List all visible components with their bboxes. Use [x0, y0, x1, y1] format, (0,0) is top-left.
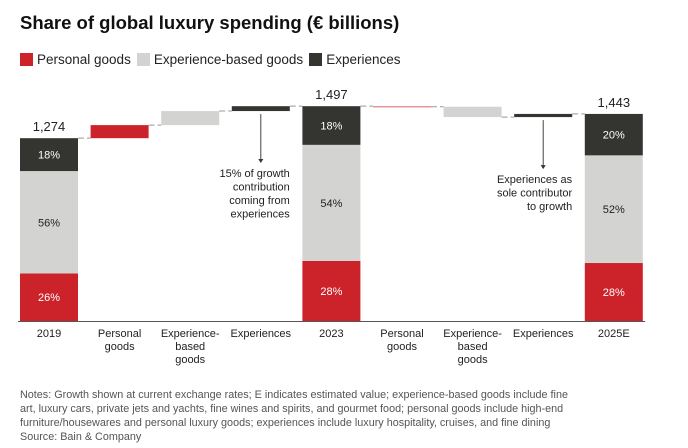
segment-label: 28% [603, 287, 625, 299]
segment-label: 54% [320, 198, 342, 210]
x-tick-label: goods [387, 341, 417, 353]
legend-item-experiences: Experiences [309, 52, 400, 67]
legend-swatch-personal-goods [20, 53, 33, 66]
x-tick-label: 2023 [319, 328, 343, 340]
x-tick-label: Experiences [513, 328, 574, 340]
bar-segment-personal-goods [584, 263, 643, 321]
bar-segment-experiences [584, 113, 643, 156]
delta-bar-experience-based-goods [443, 106, 502, 118]
delta-bar-experiences [231, 106, 290, 112]
delta-bar-experiences [514, 113, 573, 118]
delta-bar-personal-goods [373, 106, 431, 108]
legend-item-experience-based-goods: Experience-based goods [136, 52, 304, 67]
x-tick-label: Personal [380, 328, 423, 340]
total-label: 1,443 [598, 95, 631, 110]
annotation-text: sole contributor [497, 188, 573, 200]
segment-label: 52% [603, 204, 625, 216]
x-tick-label: 2025E [598, 328, 630, 340]
legend-label: Personal goods [37, 52, 131, 67]
total-label: 1,274 [33, 119, 66, 134]
annotation-arrow-head [540, 165, 546, 170]
delta-bar-personal-goods [90, 125, 149, 139]
chart-title: Share of global luxury spending (€ billi… [20, 12, 400, 33]
notes-line: furniture/housewares and personal luxury… [20, 417, 551, 429]
annotation-text: experiences [230, 209, 290, 221]
bar-segment-experiences [302, 106, 361, 145]
legend-label: Experiences [326, 52, 401, 67]
legend-label: Experience-based goods [153, 52, 304, 67]
x-tick-label: Experiences [231, 328, 292, 340]
legend: Personal goods Experience-based goods Ex… [20, 52, 406, 67]
annotation-arrow-head [258, 159, 264, 164]
bar-segment-experience-based-goods [20, 171, 78, 274]
x-tick-label: Personal [98, 328, 141, 340]
notes-line: Notes: Growth shown at current exchange … [20, 389, 568, 401]
segment-label: 28% [320, 286, 342, 298]
x-tick-label: goods [175, 354, 205, 366]
chart-notes: Notes: Growth shown at current exchange … [20, 388, 680, 444]
x-tick-label: Experience- [161, 328, 220, 340]
segment-label: 26% [38, 292, 60, 304]
x-tick-label: based [175, 341, 205, 353]
segment-label: 56% [38, 217, 60, 229]
x-tick-label: 2019 [37, 328, 61, 340]
legend-swatch-experiences [309, 53, 323, 66]
bar-segment-personal-goods [302, 260, 361, 321]
legend-swatch-experience-based-goods [136, 53, 150, 66]
segment-label: 18% [320, 121, 342, 133]
bar-segment-personal-goods [20, 273, 78, 321]
notes-line: art, luxury cars, private jets and yacht… [20, 403, 564, 415]
delta-bar-experience-based-goods [161, 111, 220, 126]
x-tick-label: based [458, 341, 488, 353]
annotation-text: 15% of growth [219, 168, 289, 180]
annotation-text: to growth [527, 201, 572, 213]
bar-segment-experience-based-goods [584, 155, 643, 264]
segment-label: 18% [38, 150, 60, 162]
annotation-text: contribution [233, 182, 290, 194]
annotation-text: coming from [229, 195, 290, 207]
segment-label: 20% [603, 130, 625, 142]
total-label: 1,497 [315, 87, 348, 102]
source-line: Source: Bain & Company [20, 431, 142, 443]
x-tick-label: goods [105, 341, 135, 353]
legend-item-personal-goods: Personal goods [20, 52, 131, 67]
bar-segment-experience-based-goods [302, 144, 361, 261]
x-tick-label: goods [458, 354, 488, 366]
x-tick-label: Experience- [443, 328, 502, 340]
waterfall-chart: 26% 56% 18% 1,274 28% 54% 18% 1,497 28% 52% 20% 1,4… [18, 87, 645, 366]
bar-segment-experiences [20, 138, 78, 172]
annotation-text: Experiences as [497, 174, 573, 186]
